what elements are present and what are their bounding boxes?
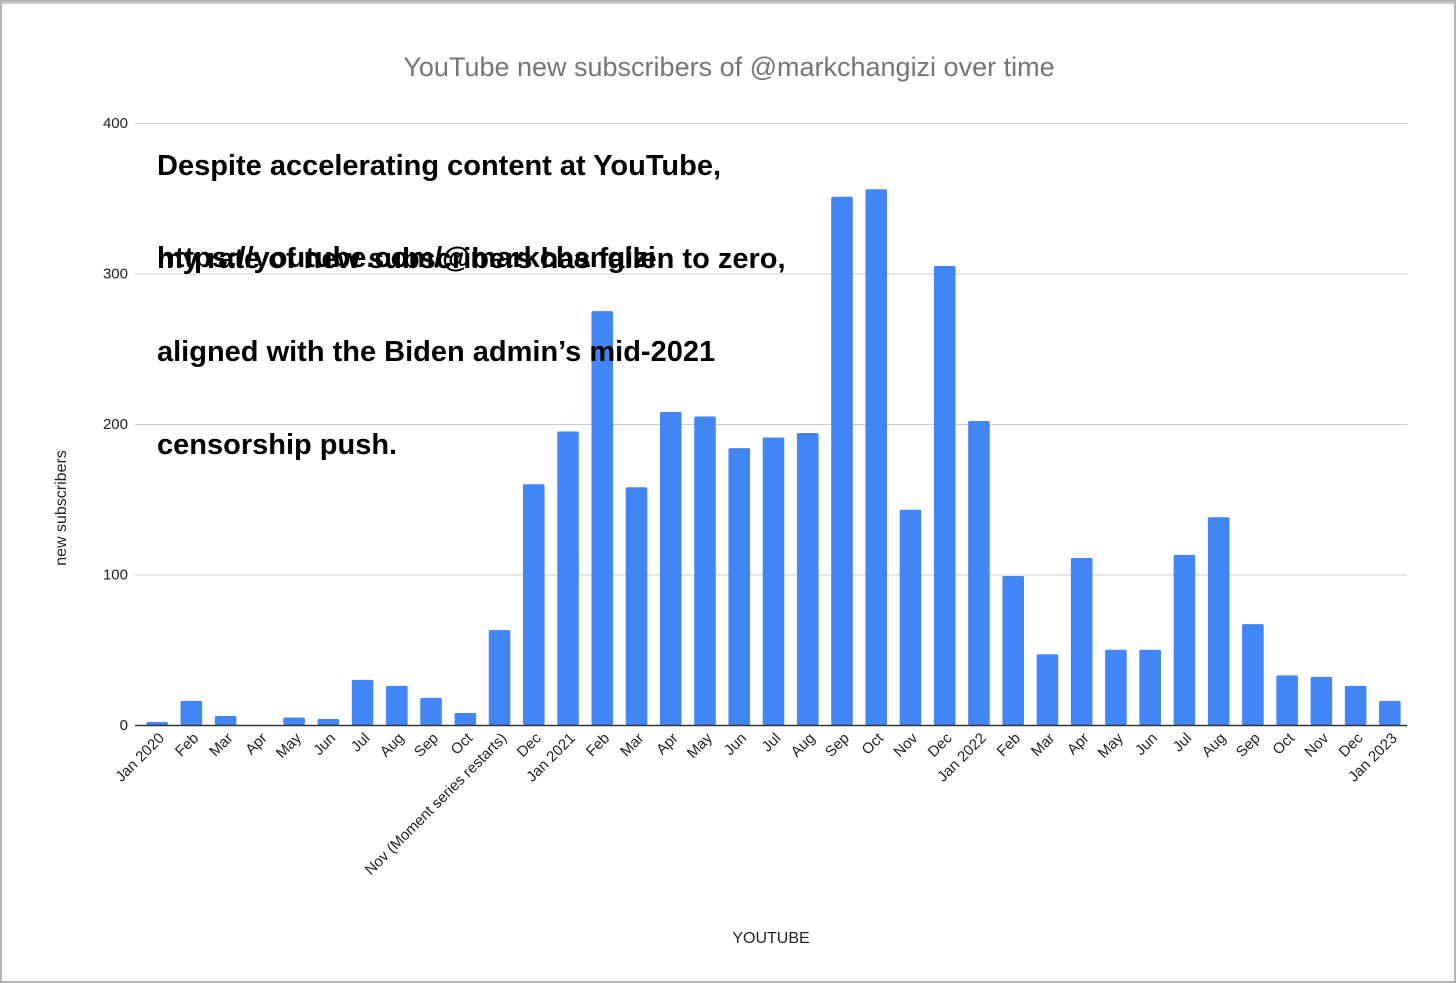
y-axis-ticks: 0 100 200 300 400 xyxy=(103,115,128,734)
x-tick-label: Oct xyxy=(1269,729,1298,758)
bar xyxy=(1242,624,1264,725)
x-tick-label: May xyxy=(273,729,305,761)
bar xyxy=(1173,554,1196,725)
x-tick-label: Sep xyxy=(1233,730,1264,761)
bar xyxy=(831,196,853,725)
x-tick-label: Aug xyxy=(377,730,408,761)
x-tick-label: Jan 2020 xyxy=(112,730,168,786)
bar xyxy=(1105,649,1127,725)
x-tick-label: Mar xyxy=(206,730,236,760)
bar xyxy=(386,685,408,725)
bar xyxy=(523,484,545,725)
bar xyxy=(488,630,511,725)
bar xyxy=(454,712,477,725)
x-tick-label: May xyxy=(684,729,716,761)
bars xyxy=(146,189,1401,726)
bar xyxy=(283,717,305,725)
bar xyxy=(557,431,579,725)
x-tick-label: Jun xyxy=(1132,730,1161,759)
bar xyxy=(1207,517,1230,725)
bar xyxy=(968,420,990,725)
chart-title: YouTube new subscribers of @markchangizi… xyxy=(403,52,1054,82)
bar xyxy=(899,509,922,725)
bar xyxy=(762,437,785,725)
bar xyxy=(1344,685,1367,725)
x-tick-label: Mar xyxy=(1028,730,1058,760)
x-tick-label: Feb xyxy=(994,730,1024,760)
bar xyxy=(317,718,340,725)
bar xyxy=(351,679,374,725)
x-tick-label: Oct xyxy=(859,729,888,758)
bar xyxy=(796,433,819,725)
bar xyxy=(865,189,888,726)
x-tick-label: Jul xyxy=(759,730,785,756)
x-tick-label: Jun xyxy=(310,730,339,759)
bar xyxy=(1036,654,1059,725)
x-tick-label: May xyxy=(1095,729,1127,761)
x-tick-label: Feb xyxy=(583,730,613,760)
x-tick-label: Mar xyxy=(617,730,647,760)
bar xyxy=(214,715,237,725)
y-tick-label: 300 xyxy=(103,266,128,283)
bar xyxy=(146,721,168,725)
annotation-line: my rate of new subscribers has fallen to… xyxy=(157,243,786,275)
bar xyxy=(694,416,716,725)
x-tick-label: Jul xyxy=(348,730,374,756)
bar xyxy=(180,700,203,725)
y-tick-label: 400 xyxy=(103,115,128,132)
annotation-text: Despite accelerating content at YouTube,… xyxy=(157,89,786,492)
x-axis-label: YOUTUBE xyxy=(732,930,809,947)
x-tick-label: Apr xyxy=(653,730,682,759)
x-tick-label: Aug xyxy=(1199,730,1230,761)
x-tick-label: Sep xyxy=(822,730,853,761)
x-tick-label: Sep xyxy=(411,730,442,761)
x-tick-label: Nov xyxy=(890,729,921,760)
y-tick-label: 200 xyxy=(103,416,128,433)
x-tick-label: Aug xyxy=(788,730,819,761)
x-tick-label: Apr xyxy=(1064,730,1093,759)
bar xyxy=(933,265,956,725)
bar xyxy=(1379,700,1401,725)
bar xyxy=(1310,676,1333,725)
y-tick-label: 100 xyxy=(103,567,128,584)
x-tick-label: Jul xyxy=(1170,730,1196,756)
bar xyxy=(1002,576,1024,725)
y-axis-label: new subscribers xyxy=(53,450,70,566)
annotation-line: aligned with the Biden admin’s mid-2021 xyxy=(157,336,716,368)
bar xyxy=(659,411,682,725)
x-tick-label: Nov xyxy=(1301,729,1332,760)
bar xyxy=(625,487,648,725)
bar xyxy=(1070,557,1093,725)
annotation-line: Despite accelerating content at YouTube, xyxy=(157,150,722,182)
bar xyxy=(420,697,442,725)
annotation-line: censorship push. xyxy=(157,429,398,461)
bar xyxy=(591,311,614,725)
x-tick-label: Feb xyxy=(172,730,202,760)
annotation-url: https://youtube.com/@markchangizi xyxy=(157,242,656,274)
bar xyxy=(728,448,751,725)
x-tick-label: Apr xyxy=(242,730,271,759)
bar xyxy=(1139,649,1161,725)
x-tick-label: Oct xyxy=(448,729,477,758)
x-tick-label: Jun xyxy=(721,730,750,759)
y-tick-label: 0 xyxy=(120,717,128,734)
bar xyxy=(1276,675,1298,725)
